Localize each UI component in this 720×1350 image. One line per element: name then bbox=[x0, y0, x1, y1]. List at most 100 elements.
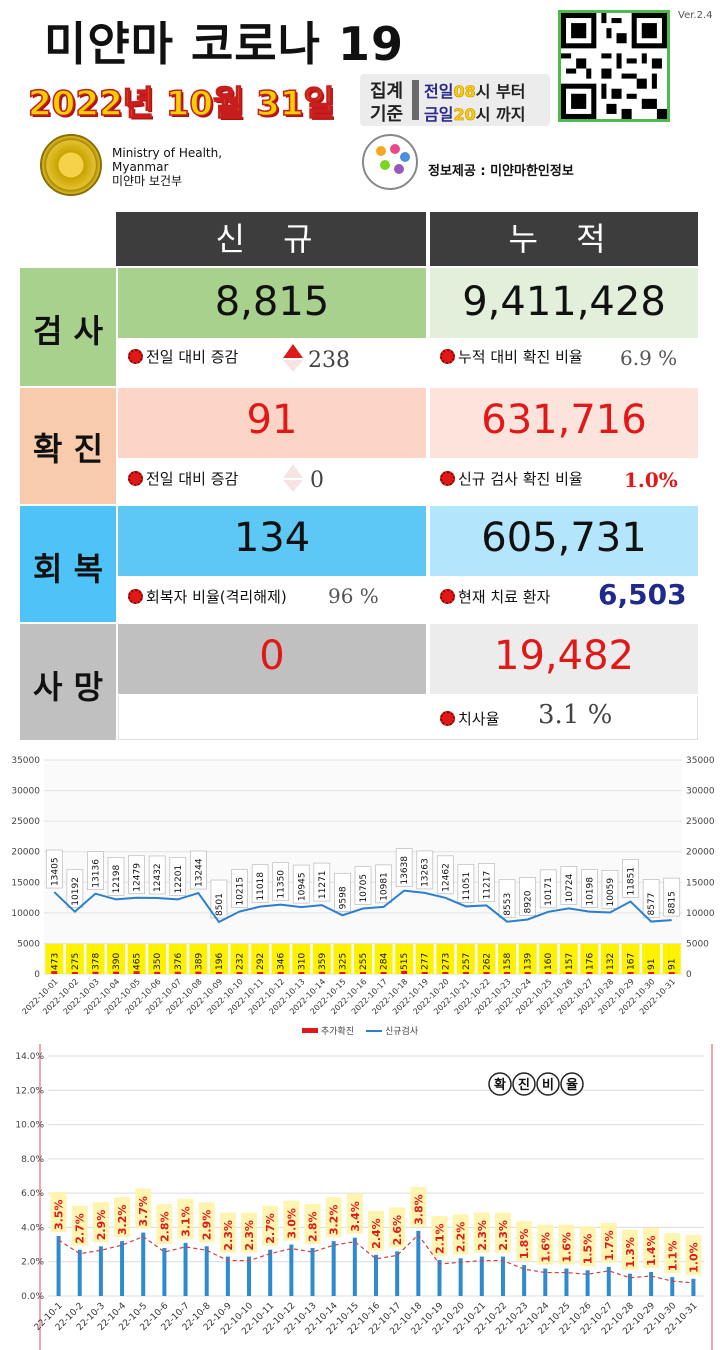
confirmed-bar-label: 91 bbox=[647, 959, 657, 970]
test-point-label: 8815 bbox=[668, 891, 678, 914]
test-point-label: 8553 bbox=[503, 893, 513, 916]
rate-bar bbox=[543, 1268, 548, 1296]
confirmed-bar-label: 132 bbox=[606, 953, 616, 970]
test-point-label: 13638 bbox=[400, 856, 410, 885]
y-tick-right: 25000 bbox=[686, 817, 715, 827]
row-label-bg-recovered bbox=[20, 506, 116, 622]
y-tick-left: 35000 bbox=[11, 756, 40, 766]
rate-label-bg bbox=[558, 1224, 575, 1265]
confirmed-bar-label: 473 bbox=[50, 953, 60, 970]
test-point-label: 12198 bbox=[112, 865, 122, 894]
rate-label-bg bbox=[156, 1204, 173, 1244]
confirmed-new-value: 91 bbox=[246, 397, 298, 443]
confirmed-bar-label: 325 bbox=[338, 953, 348, 970]
rate-label-bg bbox=[410, 1186, 427, 1227]
test-point-label: 11851 bbox=[627, 867, 637, 896]
rate-bar bbox=[183, 1242, 188, 1296]
test-point-label: 10171 bbox=[544, 877, 554, 906]
test-label-bg bbox=[560, 866, 578, 905]
rate-bar bbox=[374, 1254, 378, 1296]
y-tick-left: 10000 bbox=[11, 909, 40, 919]
recovered-new-sub-value: 96 % bbox=[328, 584, 379, 608]
rate-label: 1.7% bbox=[603, 1230, 616, 1261]
rate-label: 2.8% bbox=[158, 1211, 171, 1242]
confirmed-bar-label: 176 bbox=[585, 953, 595, 970]
test-point-label: 13405 bbox=[50, 857, 60, 886]
confirmed-bar bbox=[277, 971, 284, 974]
y-tick-right: 5000 bbox=[686, 939, 709, 949]
rate-label-bg bbox=[50, 1192, 67, 1232]
report-date: 2022년 10월 31일 bbox=[27, 83, 335, 125]
confirmed-bar-label: 255 bbox=[359, 953, 369, 970]
chart-title-char: 율 bbox=[566, 1077, 578, 1093]
test-point-label: 10215 bbox=[236, 877, 246, 906]
test-label-bg bbox=[395, 848, 413, 887]
rate-label: 1.0% bbox=[687, 1242, 700, 1273]
test-label-bg bbox=[210, 879, 228, 919]
row-label-test: 검 사 bbox=[32, 312, 104, 350]
confirmed-bar bbox=[483, 972, 490, 974]
rate-label-bg bbox=[241, 1212, 258, 1253]
y-tick: 8.0% bbox=[21, 1155, 44, 1165]
test-label-bg bbox=[436, 855, 454, 895]
version-label: Ver.2.4 bbox=[678, 10, 713, 21]
tests-line bbox=[53, 889, 672, 924]
confirmed-label-bg bbox=[209, 944, 228, 974]
chart-title-char: 비 bbox=[542, 1078, 554, 1093]
row-label-bg-confirmed bbox=[20, 388, 116, 504]
confirmed-bar bbox=[318, 971, 325, 974]
confirmed-new-sub-value: 0 bbox=[310, 468, 324, 493]
test-point-label: 12462 bbox=[441, 863, 451, 892]
rate-bar bbox=[268, 1249, 273, 1296]
y-tick: 12.0% bbox=[15, 1086, 44, 1096]
rate-bar bbox=[522, 1265, 527, 1296]
test-point-label: 8501 bbox=[215, 893, 225, 916]
test-cum-cell bbox=[430, 268, 698, 338]
rate-label: 2.1% bbox=[433, 1223, 446, 1254]
rate-label: 1.4% bbox=[645, 1235, 658, 1266]
title-circle bbox=[512, 1072, 536, 1096]
y-tick-left: 30000 bbox=[11, 787, 40, 797]
qr-code[interactable] bbox=[558, 10, 670, 122]
rate-bar bbox=[649, 1272, 654, 1296]
test-label-bg bbox=[190, 850, 207, 890]
rate-bar bbox=[310, 1248, 315, 1296]
confirmed-bar-label: 160 bbox=[544, 953, 554, 970]
rate-bar bbox=[225, 1256, 230, 1296]
no-change-arrow-icon bbox=[283, 464, 303, 492]
y-tick: 14.0% bbox=[15, 1052, 44, 1062]
confirmed-bar bbox=[565, 972, 572, 974]
virus-icon bbox=[128, 589, 143, 604]
confirmed-bar-label: 277 bbox=[421, 953, 431, 970]
test-point-label: 8920 bbox=[524, 890, 534, 913]
rate-label-bg bbox=[283, 1200, 300, 1241]
test-label-bg bbox=[313, 862, 331, 902]
test-label-bg bbox=[231, 869, 248, 908]
test-cum-sub-value: 6.9 % bbox=[620, 346, 678, 370]
page-title: 미얀마 코로나 19 bbox=[44, 17, 404, 71]
confirmed-label-bg bbox=[168, 944, 187, 974]
y-tick-right: 35000 bbox=[686, 756, 715, 766]
y-tick-right: 30000 bbox=[686, 787, 715, 797]
test-label-bg bbox=[66, 869, 84, 909]
confirmed-bar bbox=[524, 972, 531, 974]
rate-label-bg bbox=[579, 1226, 596, 1267]
confirmed-label-bg bbox=[148, 944, 167, 974]
legend-swatch-confirmed bbox=[302, 1028, 318, 1033]
test-label-bg bbox=[334, 872, 351, 912]
test-point-label: 13136 bbox=[91, 859, 101, 888]
confirmed-label-bg bbox=[230, 944, 249, 974]
confirmed-bar-label: 275 bbox=[71, 953, 81, 970]
confirmed-cum-sub-value: 1.0% bbox=[624, 468, 678, 492]
confirmed-label-bg bbox=[642, 944, 661, 974]
confirmed-bar-label: 284 bbox=[380, 953, 390, 970]
legend-label-tests: 신규검사 bbox=[385, 1025, 419, 1037]
test-label-bg bbox=[478, 863, 495, 902]
daily-tests-chart: 0 0 5000 5000 10000 10000 15000 15000 20000 20000… bbox=[0, 748, 720, 1040]
rate-label-bg bbox=[452, 1214, 469, 1255]
confirmed-bar bbox=[401, 970, 408, 974]
korean-info-logo bbox=[362, 134, 418, 190]
rate-label-bg bbox=[219, 1212, 236, 1253]
row-label-bg-deaths bbox=[20, 624, 116, 740]
confirmed-label-bg bbox=[518, 944, 537, 974]
